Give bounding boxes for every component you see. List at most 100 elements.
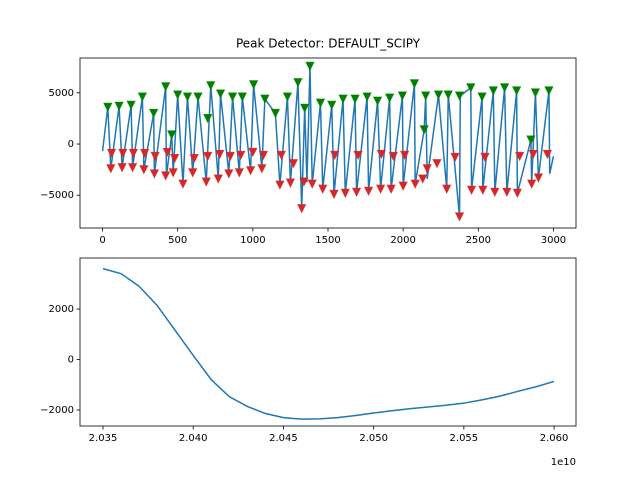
- peak-marker: [432, 159, 442, 169]
- peak-marker: [350, 94, 360, 104]
- peak-marker: [340, 188, 350, 199]
- peak-marker: [237, 92, 247, 102]
- peak-marker: [528, 149, 538, 160]
- peak-marker: [433, 90, 444, 100]
- peak-marker: [137, 92, 148, 102]
- x-tick-label: 0: [99, 235, 105, 246]
- peak-marker: [139, 165, 149, 175]
- peak-marker: [258, 150, 269, 161]
- x-tick-label: 2000: [390, 235, 415, 246]
- x-tick-label: 3000: [541, 235, 566, 246]
- peak-marker: [376, 149, 387, 160]
- peak-marker: [488, 86, 498, 96]
- x-tick-label: 2.060: [540, 433, 569, 444]
- peak-marker: [409, 79, 420, 89]
- peak-marker: [117, 163, 127, 173]
- peak-marker: [421, 91, 431, 101]
- peak-marker: [512, 188, 523, 199]
- peak-marker: [193, 92, 203, 102]
- peak-marker: [213, 174, 223, 184]
- peak-marker: [168, 168, 178, 178]
- peak-marker: [270, 108, 281, 119]
- peak-marker: [502, 187, 512, 198]
- peak-marker: [178, 179, 188, 189]
- peak-marker: [466, 185, 477, 196]
- peak-marker: [118, 148, 128, 159]
- peak-marker: [162, 147, 172, 158]
- peak-marker: [397, 91, 408, 101]
- y-tick-label: 2000: [49, 304, 74, 315]
- peak-marker: [400, 150, 410, 161]
- peak-marker: [454, 212, 465, 222]
- peak-marker: [128, 148, 139, 159]
- peak-marker: [297, 204, 307, 214]
- peak-marker: [170, 153, 180, 164]
- peak-marker: [300, 103, 310, 114]
- peak-marker: [527, 179, 537, 189]
- x-tick-label: 2.035: [89, 433, 118, 444]
- peak-marker: [307, 179, 317, 189]
- peak-marker: [276, 150, 287, 161]
- peak-marker: [353, 150, 363, 161]
- peak-marker: [305, 61, 315, 72]
- peak-marker: [530, 88, 541, 98]
- peak-marker: [149, 169, 160, 179]
- peak-marker: [150, 151, 160, 162]
- peak-marker: [260, 94, 270, 104]
- peak-marker: [533, 173, 544, 183]
- peak-marker: [203, 151, 213, 162]
- peak-marker: [542, 149, 553, 160]
- peak-marker: [466, 83, 476, 93]
- peak-marker: [477, 92, 487, 102]
- peak-marker: [454, 91, 465, 101]
- x-tick-label: 2.045: [269, 433, 298, 444]
- peak-marker: [103, 102, 113, 113]
- x-tick-label: 500: [168, 235, 187, 246]
- peak-marker: [318, 184, 328, 194]
- x-tick-label: 1500: [315, 235, 340, 246]
- peak-marker: [514, 151, 525, 162]
- peak-marker: [490, 187, 500, 198]
- y-tick-label: −2000: [40, 405, 74, 416]
- peak-marker: [114, 101, 124, 112]
- x-tick-label: 2.050: [359, 433, 388, 444]
- x-tick-label: 2.055: [450, 433, 479, 444]
- peak-marker: [245, 166, 256, 176]
- peak-marker: [443, 90, 453, 100]
- peak-marker: [182, 92, 193, 102]
- peak-marker: [327, 100, 337, 111]
- peak-marker: [167, 130, 177, 140]
- peak-marker: [363, 186, 374, 197]
- peak-marker: [288, 159, 299, 169]
- peak-marker: [215, 149, 225, 160]
- peak-marker: [285, 178, 296, 188]
- peak-marker: [388, 151, 399, 162]
- peak-marker: [126, 100, 136, 111]
- peak-marker: [384, 93, 395, 103]
- y-tick-label: −5000: [40, 190, 74, 201]
- peak-marker: [173, 90, 183, 100]
- peak-marker: [410, 179, 420, 189]
- peak-marker: [203, 114, 213, 124]
- peak-marker: [299, 177, 309, 187]
- peak-marker: [248, 80, 259, 90]
- peak-marker: [161, 82, 171, 92]
- peak-marker: [315, 98, 326, 108]
- x-tick-label: 2.040: [179, 433, 208, 444]
- peak-marker: [225, 151, 235, 162]
- peak-marker: [139, 148, 150, 159]
- peak-marker: [106, 148, 117, 159]
- peak-marker: [248, 147, 258, 158]
- peak-marker: [526, 135, 536, 145]
- y-tick-label: 5000: [49, 88, 74, 99]
- peak-marker: [330, 150, 340, 161]
- peak-marker: [161, 171, 171, 181]
- peak-marker: [206, 81, 216, 91]
- x-offset-text: 1e10: [551, 457, 576, 468]
- peak-marker: [511, 86, 522, 96]
- peak-marker: [419, 125, 429, 135]
- peak-marker: [257, 164, 267, 174]
- y-tick-label: 0: [68, 354, 74, 365]
- peak-marker: [189, 153, 199, 164]
